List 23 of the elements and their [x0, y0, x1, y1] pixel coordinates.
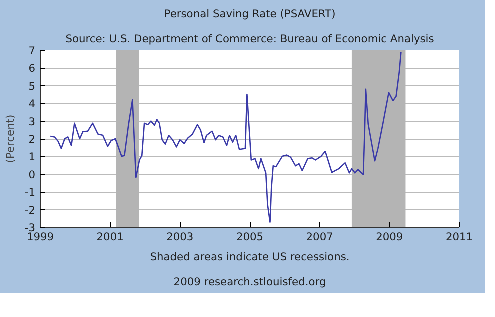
x-tick-label: 2001	[96, 230, 124, 244]
y-tick-label: -2	[24, 204, 36, 217]
x-tick-label: 1999	[26, 230, 54, 244]
x-tick-label: 2009	[376, 230, 404, 244]
chart-subtitle: Source: U.S. Department of Commerce: Bureau of Economic Analysis	[66, 32, 435, 46]
y-tick-label: 7	[28, 44, 36, 58]
y-tick-label: 5	[28, 80, 36, 93]
line-series	[50, 52, 402, 224]
x-tick-label: 2005	[236, 230, 264, 244]
x-tick-label: 2011	[446, 230, 474, 244]
y-tick-label: 0	[28, 168, 36, 182]
y-tick-label: 6	[28, 62, 36, 76]
y-tick-label: -1	[24, 186, 36, 200]
y-axis-title: (Percent)	[4, 114, 17, 164]
y-tick-label: 4	[28, 98, 36, 111]
text: 2009 research.stlouisfed.org	[174, 276, 326, 288]
y-tick-label: 1	[28, 150, 36, 164]
y-tick-label: 3	[28, 115, 36, 128]
text: Shaded areas indicate US recessions.	[150, 250, 350, 264]
x-tick-label: 2003	[166, 230, 194, 244]
x-tick-label: 2007	[306, 230, 334, 244]
chart-title: Personal Saving Rate (PSAVERT)	[164, 8, 336, 20]
y-tick-label: 2	[28, 133, 36, 146]
